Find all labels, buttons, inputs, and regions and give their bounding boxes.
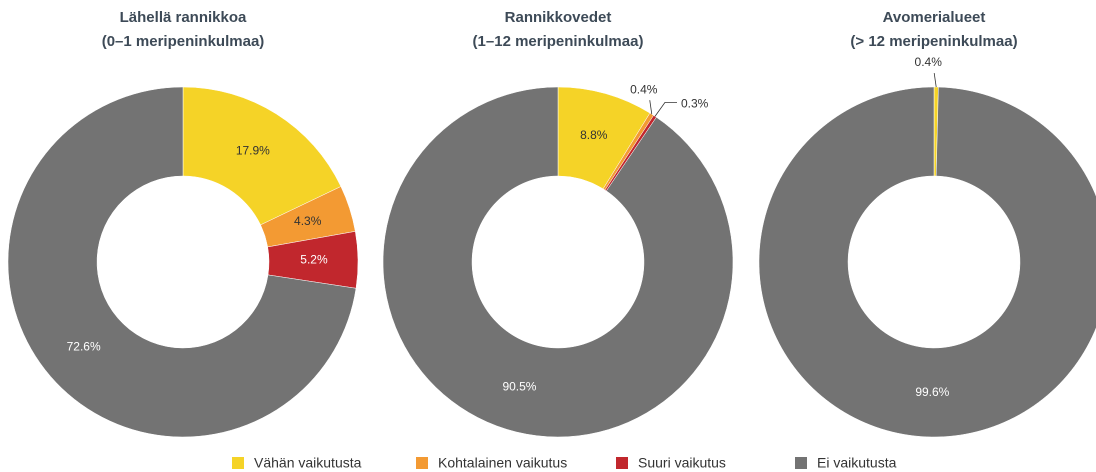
- legend-swatch: [616, 457, 628, 469]
- legend-label: Suuri vaikutus: [638, 455, 726, 471]
- legend-label: Vähän vaikutusta: [254, 455, 362, 471]
- leader-line: [933, 72, 937, 88]
- donut-slice: [182, 86, 342, 226]
- data-label: 0.4%: [915, 55, 943, 69]
- data-label: 8.8%: [580, 128, 608, 142]
- donut-slice: [758, 86, 1096, 438]
- donut-slice: [382, 86, 734, 438]
- data-label: 5.2%: [300, 253, 328, 267]
- legend-label: Ei vaikutusta: [817, 455, 897, 471]
- data-label: 0.4%: [630, 82, 658, 96]
- legend-swatch: [232, 457, 244, 469]
- data-label: 0.3%: [681, 97, 709, 111]
- legend-label: Kohtalainen vaikutus: [438, 455, 567, 471]
- leader-line: [649, 100, 653, 115]
- data-label: 17.9%: [236, 143, 270, 157]
- data-label: 90.5%: [502, 379, 536, 393]
- donut-slice: [7, 86, 357, 438]
- data-label: 99.6%: [915, 385, 949, 399]
- chart-subtitle: (1–12 meripeninkulmaa): [473, 33, 644, 50]
- legend-swatch: [416, 457, 428, 469]
- chart-title: Rannikkovedet: [505, 9, 612, 26]
- data-label: 72.6%: [67, 340, 101, 354]
- chart-title: Avomerialueet: [883, 9, 986, 26]
- chart-title: Lähellä rannikkoa: [120, 9, 247, 26]
- chart-subtitle: (> 12 meripeninkulmaa): [850, 33, 1017, 50]
- chart-subtitle: (0–1 meripeninkulmaa): [102, 33, 265, 50]
- legend-swatch: [795, 457, 807, 469]
- leader-line: [654, 101, 677, 117]
- data-label: 4.3%: [294, 214, 322, 228]
